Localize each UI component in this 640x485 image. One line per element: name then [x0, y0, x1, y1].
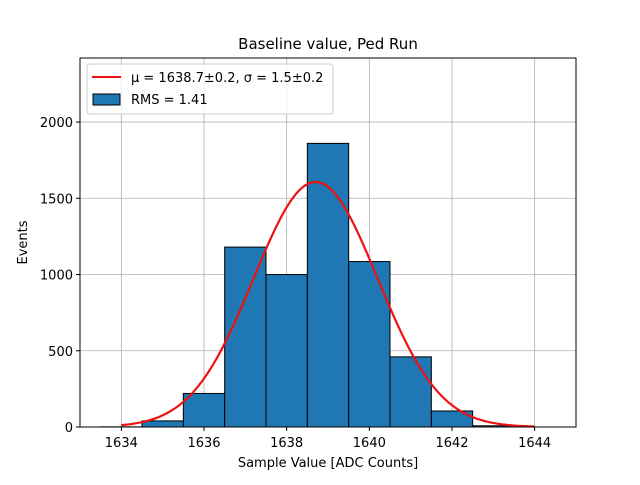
y-tick-label: 1500	[40, 192, 73, 207]
histogram-bar	[390, 357, 431, 427]
legend-hist-swatch	[93, 94, 120, 105]
histogram-bar	[266, 275, 307, 427]
legend-fit-label: μ = 1638.7±0.2, σ = 1.5±0.2	[131, 71, 323, 86]
y-tick-label: 1000	[40, 269, 73, 284]
y-axis-label: Events	[16, 220, 31, 264]
x-tick-label: 1638	[270, 436, 303, 451]
histogram-bar	[142, 421, 183, 427]
histogram-bar	[225, 247, 266, 427]
y-tick-label: 0	[65, 421, 73, 436]
legend-hist-label: RMS = 1.41	[131, 93, 208, 108]
x-tick-label: 1634	[105, 436, 138, 451]
y-tick-label: 2000	[40, 116, 73, 131]
x-tick-label: 1636	[187, 436, 220, 451]
legend: μ = 1638.7±0.2, σ = 1.5±0.2 RMS = 1.41	[87, 64, 333, 114]
histogram-bar	[183, 393, 224, 427]
x-tick-label: 1642	[435, 436, 468, 451]
histogram-bar	[349, 262, 390, 427]
x-tick-label: 1640	[353, 436, 386, 451]
legend-fit-label-mu: μ = 1638.7±0.2,	[131, 71, 244, 86]
legend-fit-label-sigma: σ = 1.5±0.2	[244, 71, 324, 86]
x-axis-label: Sample Value [ADC Counts]	[238, 456, 418, 471]
x-tick-label: 1644	[518, 436, 551, 451]
y-tick-label: 500	[48, 345, 73, 360]
chart-title: Baseline value, Ped Run	[238, 35, 418, 53]
